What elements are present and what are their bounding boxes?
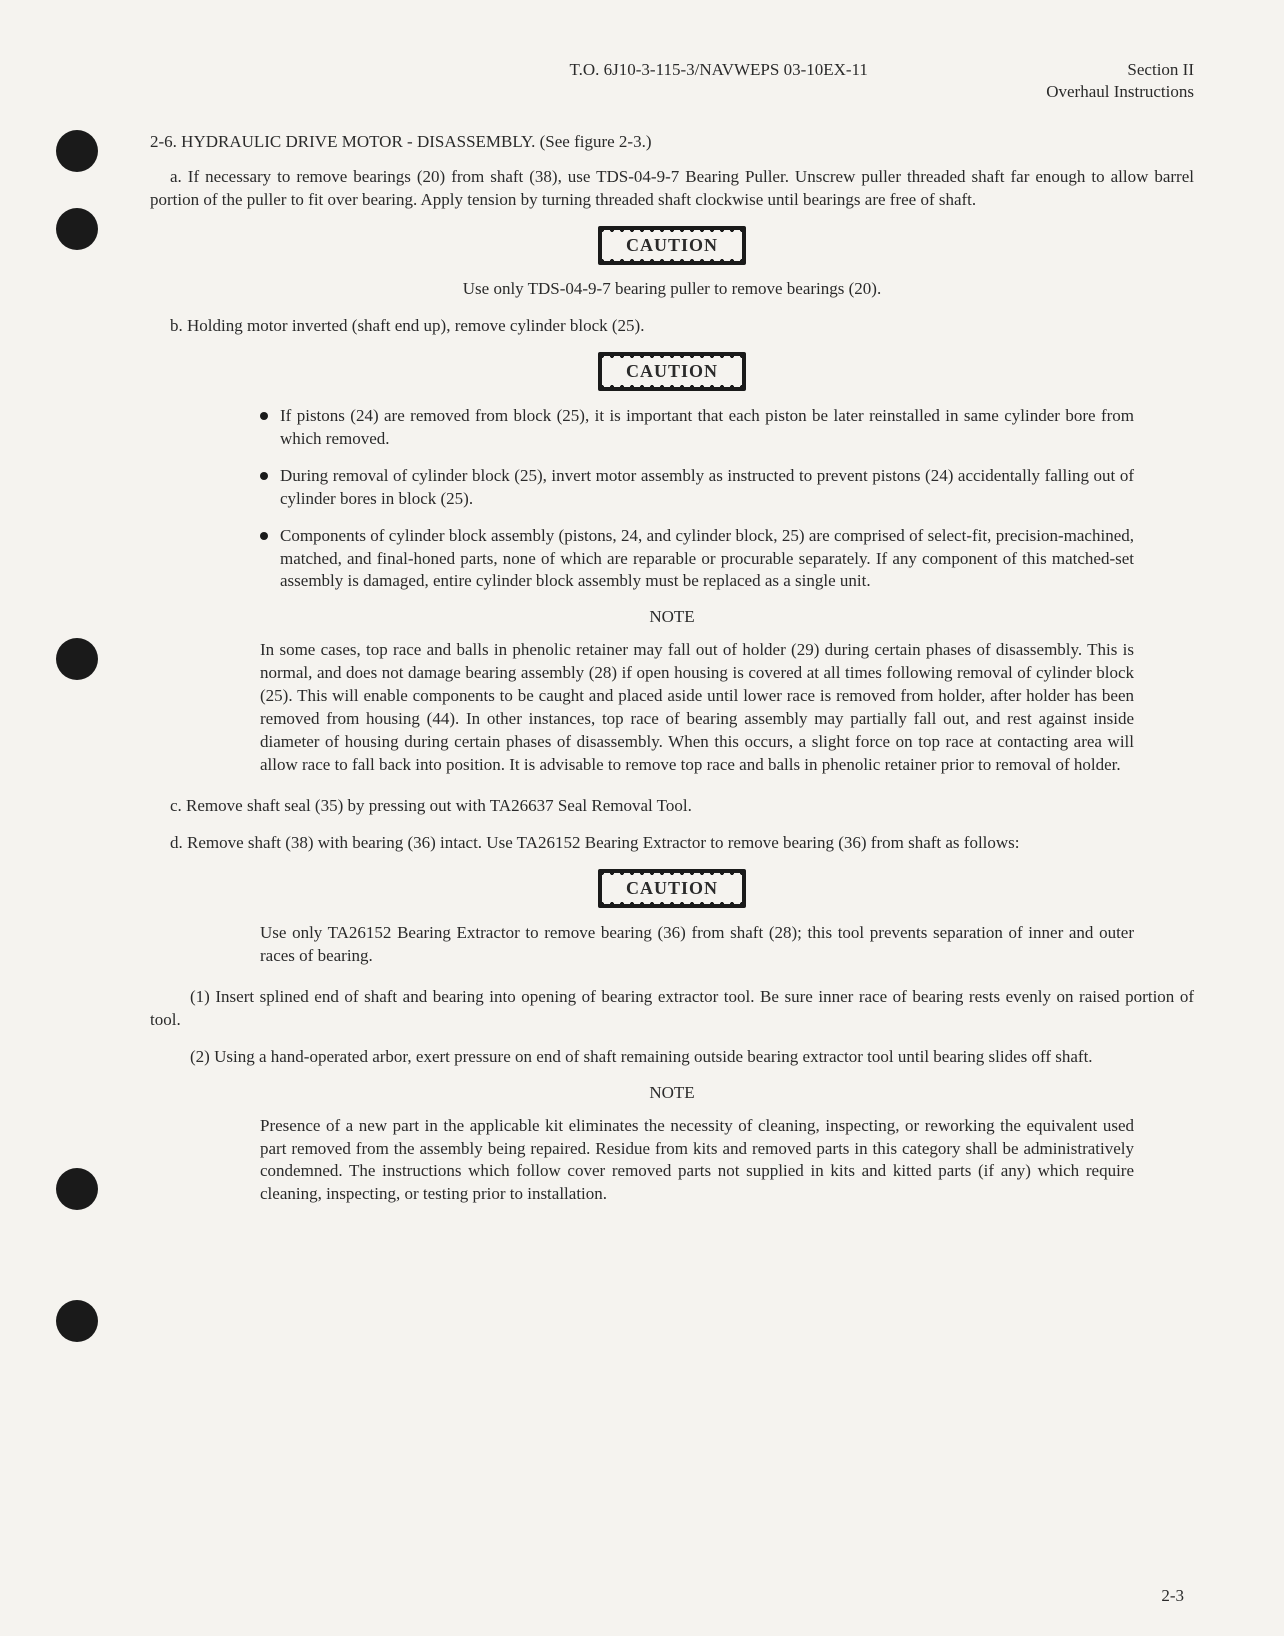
- bullet-item: During removal of cylinder block (25), i…: [260, 465, 1134, 511]
- note-2-text: Presence of a new part in the applicable…: [260, 1115, 1134, 1207]
- bullet-icon: [260, 532, 268, 540]
- bullet-icon: [260, 472, 268, 480]
- binder-hole: [56, 1300, 98, 1342]
- note-label-1: NOTE: [150, 607, 1194, 627]
- bullet-icon: [260, 412, 268, 420]
- caution-box-3: CAUTION: [598, 869, 746, 908]
- section-label: Section II: [1127, 60, 1194, 80]
- binder-hole: [56, 130, 98, 172]
- note-label-2: NOTE: [150, 1083, 1194, 1103]
- bullet-item: Components of cylinder block assembly (p…: [260, 525, 1134, 594]
- bullet-item: If pistons (24) are removed from block (…: [260, 405, 1134, 451]
- binder-hole: [56, 1168, 98, 1210]
- caution-box-2: CAUTION: [598, 352, 746, 391]
- bullet-text: Components of cylinder block assembly (p…: [280, 525, 1134, 594]
- document-page: T.O. 6J10-3-115-3/NAVWEPS 03-10EX-11 Sec…: [0, 0, 1284, 1264]
- caution-3-text: Use only TA26152 Bearing Extractor to re…: [260, 922, 1134, 968]
- bullet-text: If pistons (24) are removed from block (…: [280, 405, 1134, 451]
- paragraph-d: d. Remove shaft (38) with bearing (36) i…: [150, 832, 1194, 855]
- binder-hole: [56, 638, 98, 680]
- bullet-text: During removal of cylinder block (25), i…: [280, 465, 1134, 511]
- page-number: 2-3: [1161, 1586, 1184, 1606]
- bullet-list: If pistons (24) are removed from block (…: [260, 405, 1134, 594]
- caution-1-text: Use only TDS-04-9-7 bearing puller to re…: [150, 279, 1194, 299]
- caution-box-1: CAUTION: [598, 226, 746, 265]
- page-header: T.O. 6J10-3-115-3/NAVWEPS 03-10EX-11 Sec…: [150, 60, 1194, 80]
- paragraph-a: a. If necessary to remove bearings (20) …: [150, 166, 1194, 212]
- paragraph-b: b. Holding motor inverted (shaft end up)…: [150, 315, 1194, 338]
- section-subtitle: Overhaul Instructions: [150, 82, 1194, 102]
- substep-2: (2) Using a hand-operated arbor, exert p…: [150, 1046, 1194, 1069]
- paragraph-c: c. Remove shaft seal (35) by pressing ou…: [150, 795, 1194, 818]
- binder-hole: [56, 208, 98, 250]
- doc-id: T.O. 6J10-3-115-3/NAVWEPS 03-10EX-11: [150, 60, 1127, 80]
- substep-1: (1) Insert splined end of shaft and bear…: [150, 986, 1194, 1032]
- section-heading: 2-6. HYDRAULIC DRIVE MOTOR - DISASSEMBLY…: [150, 132, 1194, 152]
- note-1-text: In some cases, top race and balls in phe…: [260, 639, 1134, 777]
